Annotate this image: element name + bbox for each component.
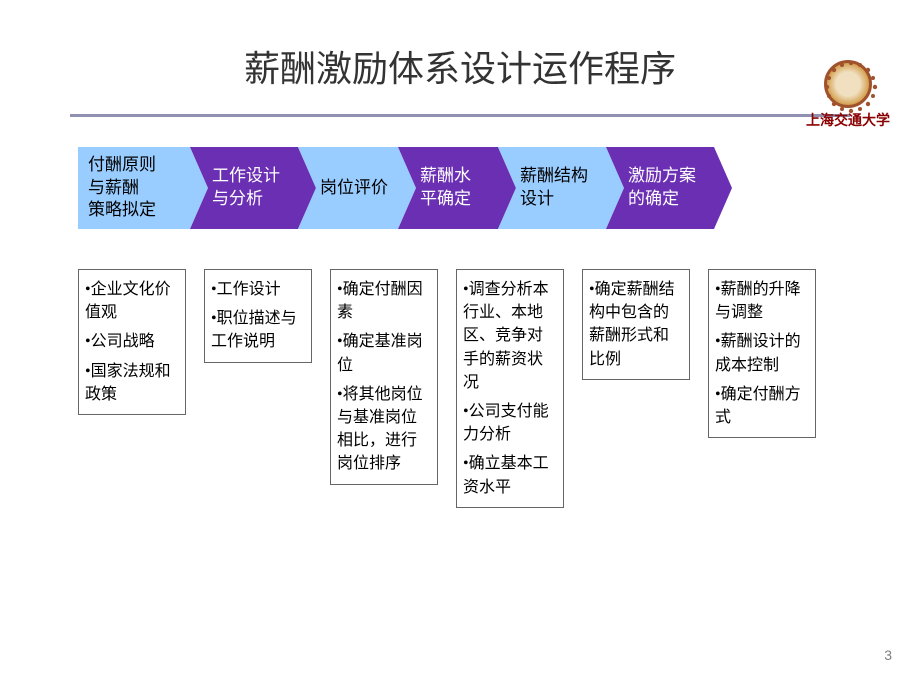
detail-item: •确立基本工资水平 [463, 452, 557, 498]
detail-item: •确定付酬因素 [337, 278, 431, 324]
process-step-label: 工作设计与分析 [190, 165, 288, 211]
title-divider [70, 114, 850, 117]
detail-item: •薪酬的升降与调整 [715, 278, 809, 324]
detail-boxes-row: •企业文化价值观 •公司战略 •国家法规和政策 •工作设计 •职位描述与工作说明 •确定付… [78, 269, 920, 508]
detail-item: •工作设计 [211, 278, 305, 301]
detail-box-1: •企业文化价值观 •公司战略 •国家法规和政策 [78, 269, 186, 415]
university-logo: 上海交通大学 [806, 60, 890, 130]
detail-item: •确定付酬方式 [715, 383, 809, 429]
detail-item: •确定薪酬结构中包含的薪酬形式和比例 [589, 278, 683, 371]
gear-icon [823, 59, 879, 115]
detail-item: •调查分析本行业、本地区、竞争对手的薪资状况 [463, 278, 557, 394]
process-step-label: 付酬原则与薪酬策略拟定 [78, 154, 164, 223]
process-step-1: 付酬原则与薪酬策略拟定 [78, 147, 208, 229]
logo-emblem [824, 60, 872, 108]
detail-item: •职位描述与工作说明 [211, 307, 305, 353]
process-step-6: 激励方案的确定 [606, 147, 732, 229]
detail-item: •薪酬设计的成本控制 [715, 330, 809, 376]
detail-item: •将其他岗位与基准岗位相比，进行岗位排序 [337, 383, 431, 476]
process-step-label: 薪酬结构设计 [498, 165, 596, 211]
slide-title: 薪酬激励体系设计运作程序 [0, 40, 920, 92]
detail-box-5: •确定薪酬结构中包含的薪酬形式和比例 [582, 269, 690, 380]
page-number: 3 [884, 647, 892, 663]
detail-item: •公司战略 [85, 330, 179, 353]
detail-box-2: •工作设计 •职位描述与工作说明 [204, 269, 312, 363]
detail-box-4: •调查分析本行业、本地区、竞争对手的薪资状况 •公司支付能力分析 •确立基本工资水平 [456, 269, 564, 508]
process-step-label: 激励方案的确定 [606, 165, 704, 211]
detail-box-6: •薪酬的升降与调整 •薪酬设计的成本控制 •确定付酬方式 [708, 269, 816, 438]
detail-box-3: •确定付酬因素 •确定基准岗位 •将其他岗位与基准岗位相比，进行岗位排序 [330, 269, 438, 485]
detail-item: •公司支付能力分析 [463, 400, 557, 446]
detail-item: •确定基准岗位 [337, 330, 431, 376]
process-step-label: 岗位评价 [298, 177, 396, 200]
detail-item: •国家法规和政策 [85, 360, 179, 406]
detail-item: •企业文化价值观 [85, 278, 179, 324]
process-arrow-row: 付酬原则与薪酬策略拟定工作设计与分析岗位评价薪酬水平确定薪酬结构设计激励方案的确… [78, 147, 920, 229]
process-step-label: 薪酬水平确定 [398, 165, 479, 211]
